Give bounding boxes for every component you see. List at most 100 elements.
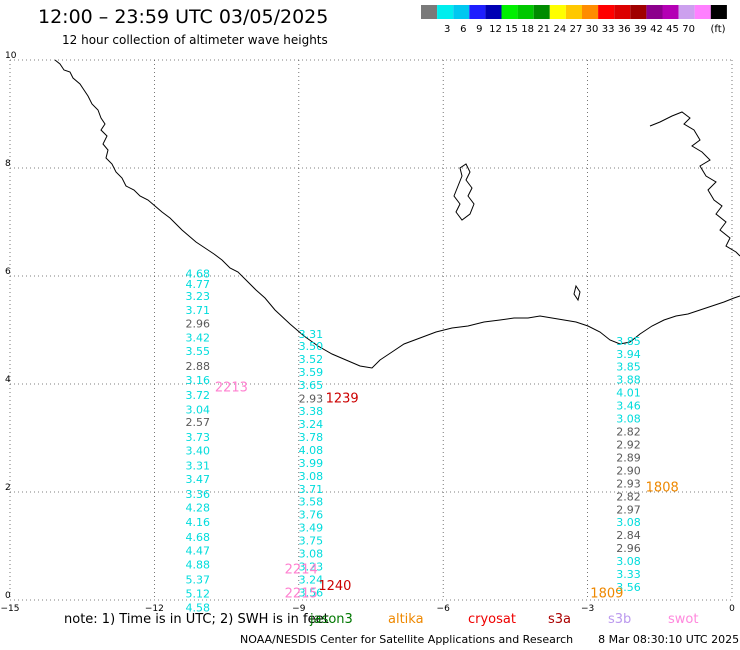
wave-height-label: 2.96 [616, 542, 641, 555]
wave-height-label: 4.58 [185, 602, 210, 612]
wave-height-label: 2.90 [616, 464, 641, 477]
colorbar-label: 39 [634, 24, 647, 35]
colorbar-label: 24 [553, 24, 566, 35]
wave-height-label: 3.36 [185, 488, 210, 501]
wave-height-label: 3.46 [616, 400, 641, 413]
wave-height-label: 3.85 [616, 335, 641, 348]
colorbar-label: 42 [650, 24, 663, 35]
colorbar-label: 30 [586, 24, 599, 35]
wave-height-label: 4.68 [185, 531, 210, 544]
legend-swot: swot [668, 612, 699, 627]
wave-height-label: 3.65 [299, 379, 324, 392]
wave-height-label: 3.40 [185, 444, 210, 457]
coastline-inlet [573, 284, 581, 302]
colorbar-label: 9 [476, 24, 482, 35]
wave-height-label: 3.56 [616, 581, 641, 594]
wave-height-label: 4.68 [185, 267, 210, 280]
wave-height-label: 3.71 [299, 483, 324, 496]
wave-height-label: 3.38 [299, 405, 324, 418]
colorbar-swatch [421, 5, 438, 19]
y-tick-label: 2 [5, 483, 11, 493]
x-tick-label: −6 [437, 604, 451, 612]
legend-jason3: jason3 [310, 612, 353, 627]
coastline-northeast [649, 111, 740, 257]
colorbar-label: 36 [618, 24, 631, 35]
wave-height-label: 3.31 [299, 328, 324, 341]
map-title: 12:00 – 23:59 UTC 03/05/2025 [38, 6, 329, 28]
colorbar-swatch [501, 5, 518, 19]
wave-height-label: 3.23 [185, 290, 210, 303]
grid-layer [9, 59, 733, 601]
colorbar-label: 15 [505, 24, 518, 35]
colorbar-swatch [549, 5, 566, 19]
colorbar-swatch [630, 5, 647, 19]
colorbar-swatch [517, 5, 534, 19]
pass-time-label: 2213 [215, 381, 248, 396]
y-tick-label: 4 [5, 375, 11, 385]
footer-timestamp: 8 Mar 08:30:10 UTC 2025 [598, 633, 740, 646]
altimeter-track-layer: 4.684.773.233.712.963.423.552.883.163.72… [185, 267, 640, 612]
wave-height-colorbar: 3 6 9 12 15 18 21 24 27 30 33 36 39 42 45 70 (ft) [421, 5, 727, 35]
colorbar-label: 70 [682, 24, 695, 35]
wave-height-label: 2.89 [616, 451, 641, 464]
wave-height-label: 3.24 [299, 418, 324, 431]
wave-height-label: 4.08 [299, 444, 324, 457]
wave-height-label: 3.78 [299, 431, 324, 444]
wave-height-label: 2.84 [616, 529, 641, 542]
colorbar-swatch [469, 5, 486, 19]
y-tick-label: 0 [5, 591, 11, 601]
colorbar-swatch [437, 5, 454, 19]
pass-time-label: 1239 [326, 392, 359, 407]
colorbar-label: 45 [666, 24, 679, 35]
colorbar-label: 21 [537, 24, 550, 35]
wave-height-label: 3.56 [299, 586, 324, 599]
y-tick-label: 6 [5, 267, 11, 277]
wave-height-label: 3.73 [185, 431, 210, 444]
wave-height-label: 3.59 [299, 366, 324, 379]
wave-height-label: 2.97 [616, 503, 641, 516]
y-tick-label: 8 [5, 159, 11, 169]
legend-note: note: 1) Time is in UTC; 2) SWH is in fe… [64, 612, 329, 627]
wave-height-label: 3.72 [185, 389, 210, 402]
wave-height-label: 3.52 [299, 353, 324, 366]
wave-height-label: 3.33 [616, 568, 641, 581]
wave-height-label: 3.85 [616, 361, 641, 374]
wave-height-label: 4.01 [616, 387, 641, 400]
wave-height-label: 4.77 [185, 278, 210, 291]
colorbar-swatch [646, 5, 663, 19]
pass-time-label: 2215 [285, 586, 318, 601]
pass-time-label: 1808 [646, 481, 679, 496]
footer-credit: NOAA/NESDIS Center for Satellite Applica… [240, 633, 574, 646]
wave-height-label: 3.08 [299, 470, 324, 483]
colorbar-label: 12 [489, 24, 502, 35]
colorbar-swatch [598, 5, 615, 19]
legend-cryosat: cryosat [468, 612, 516, 627]
wave-height-label: 5.12 [185, 588, 210, 601]
colorbar-label: 33 [602, 24, 615, 35]
colorbar-unit: (ft) [710, 24, 725, 35]
wave-height-label: 5.37 [185, 573, 210, 586]
legend-s3b: s3b [608, 612, 632, 627]
wave-height-label: 3.49 [299, 522, 324, 535]
y-tick-label: 10 [5, 51, 17, 61]
wave-height-label: 3.24 [299, 573, 324, 586]
colorbar-label: 6 [460, 24, 466, 35]
wave-height-label: 2.93 [299, 393, 324, 406]
colorbar-swatch [678, 5, 695, 19]
x-tick-label: 0 [729, 604, 735, 612]
colorbar-label: 18 [521, 24, 534, 35]
wave-height-label: 3.08 [299, 548, 324, 561]
wave-height-label: 3.75 [299, 535, 324, 548]
wave-height-label: 3.55 [185, 345, 210, 358]
wave-height-label: 3.08 [616, 516, 641, 529]
wave-height-label: 4.88 [185, 558, 210, 571]
wave-height-label: 4.16 [185, 516, 210, 529]
legend-s3a: s3a [548, 612, 572, 627]
pass-time-label: 2214 [285, 563, 318, 578]
colorbar-swatch [694, 5, 711, 19]
wave-height-label: 2.82 [616, 426, 641, 439]
legend-bar: note: 1) Time is in UTC; 2) SWH is in fe… [0, 612, 740, 630]
x-tick-label: −3 [581, 604, 594, 612]
